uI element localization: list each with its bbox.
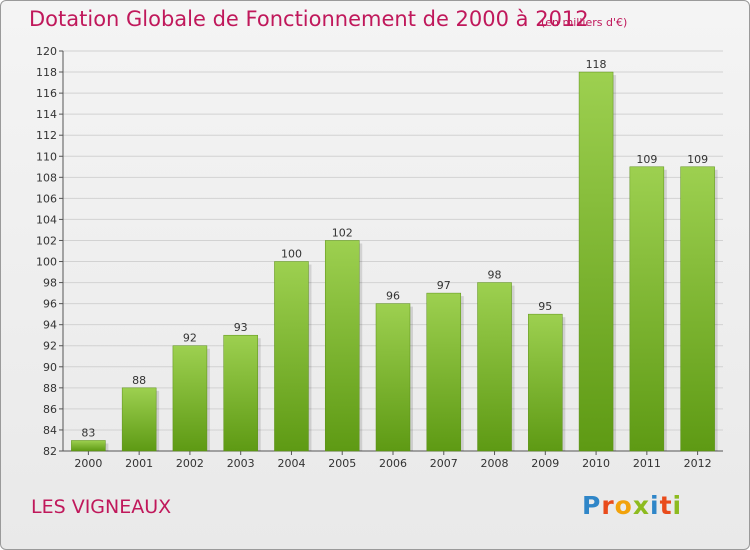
data-label: 109 <box>636 153 657 166</box>
x-tick-label: 2001 <box>125 457 153 470</box>
y-tick-label: 94 <box>43 319 57 332</box>
bar <box>71 440 106 452</box>
y-tick-label: 106 <box>36 192 57 205</box>
x-tick-label: 2002 <box>176 457 204 470</box>
bars <box>71 71 718 452</box>
x-tick-label: 2011 <box>633 457 661 470</box>
data-label: 109 <box>687 153 708 166</box>
data-label: 98 <box>488 269 502 282</box>
x-tick-label: 2003 <box>227 457 255 470</box>
bar <box>172 345 208 452</box>
bar <box>477 282 512 452</box>
y-tick-label: 88 <box>43 382 57 395</box>
bar <box>528 313 563 452</box>
data-label: 93 <box>234 321 248 334</box>
x-tick-label: 2010 <box>582 457 610 470</box>
proxiti-logo: Proxiti <box>582 491 682 520</box>
data-label: 95 <box>538 300 552 313</box>
y-tick-label: 96 <box>43 298 57 311</box>
data-label: 102 <box>332 226 353 239</box>
data-label: 83 <box>81 426 95 439</box>
y-tick-labels: 82 84 86 88 90 92 94 96 98 100 102 104 106 108 110 112 1… <box>36 45 57 458</box>
y-tick-label: 82 <box>43 445 57 458</box>
bar <box>375 303 411 452</box>
data-label: 118 <box>586 58 607 71</box>
y-tick-label: 114 <box>36 108 57 121</box>
y-tick-label: 120 <box>36 45 57 58</box>
logo-letter: P <box>582 491 602 520</box>
y-tick-label: 84 <box>43 424 57 437</box>
commune-name: LES VIGNEAUX <box>31 496 172 518</box>
data-label: 92 <box>183 332 197 345</box>
y-tick-label: 100 <box>36 256 57 269</box>
x-tick-label: 2007 <box>430 457 458 470</box>
logo-letter: t <box>659 491 673 520</box>
bar <box>223 334 258 452</box>
x-tick-label: 2009 <box>531 457 559 470</box>
y-tick-label: 86 <box>43 403 57 416</box>
logo-letter: x <box>632 491 650 520</box>
y-tick-label: 104 <box>36 213 57 226</box>
data-labels: 83 88 92 93 100 102 96 97 98 95 118 109 109 <box>81 58 708 439</box>
y-tick-label: 108 <box>36 171 57 184</box>
bar <box>680 166 715 452</box>
bar <box>121 387 157 452</box>
logo-letter: r <box>601 491 615 520</box>
logo-letter: i <box>672 491 683 520</box>
x-tick-label: 2012 <box>684 457 712 470</box>
bar <box>274 261 309 452</box>
y-tick-label: 102 <box>36 234 57 247</box>
y-tick-label: 110 <box>36 150 57 163</box>
data-label: 97 <box>437 279 451 292</box>
logo-letter: o <box>614 491 633 520</box>
x-tick-label: 2006 <box>379 457 407 470</box>
x-tick-label: 2008 <box>481 457 509 470</box>
chart-unit: (en milliers d'€) <box>541 16 628 29</box>
y-tick-label: 98 <box>43 277 57 290</box>
y-tick-label: 90 <box>43 361 57 374</box>
chart-title: Dotation Globale de Fonctionnement de 20… <box>29 7 589 31</box>
data-label: 88 <box>132 374 146 387</box>
bar <box>426 292 462 452</box>
x-tick-label: 2005 <box>328 457 356 470</box>
data-label: 100 <box>281 248 302 261</box>
logo-letter: i <box>650 491 660 520</box>
x-tick-labels: 2000 2001 2002 2003 2004 2005 2006 2007 2008 2009… <box>74 457 711 470</box>
y-tick-label: 118 <box>36 66 57 79</box>
x-tick-label: 2004 <box>277 457 305 470</box>
y-tick-label: 116 <box>36 87 57 100</box>
bar <box>324 240 360 452</box>
x-tick-label: 2000 <box>74 457 102 470</box>
data-label: 96 <box>386 290 400 303</box>
bar <box>578 71 614 452</box>
bar <box>629 166 665 452</box>
y-tick-label: 92 <box>43 340 57 353</box>
y-tick-label: 112 <box>36 129 57 142</box>
